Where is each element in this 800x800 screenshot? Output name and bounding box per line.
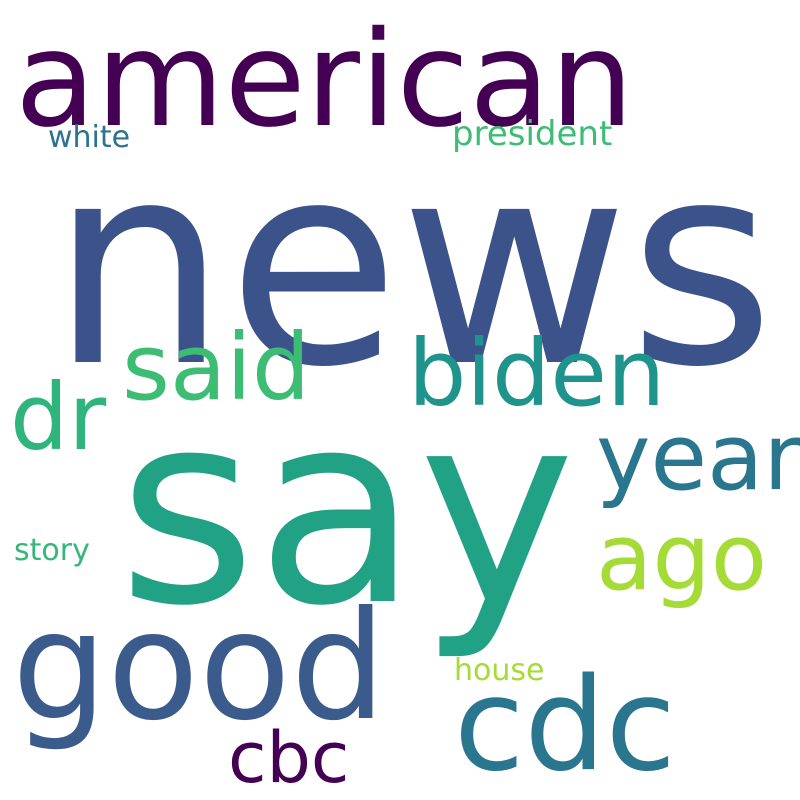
word-cdc: cdc bbox=[454, 651, 676, 800]
word-good: good bbox=[12, 580, 386, 754]
word-biden: biden bbox=[408, 320, 666, 427]
word-american: american bbox=[15, 3, 634, 157]
word-say: say bbox=[118, 356, 576, 664]
word-white: white bbox=[48, 120, 131, 155]
word-news: news bbox=[50, 103, 775, 429]
word-said: said bbox=[122, 314, 311, 421]
word-year: year bbox=[596, 404, 800, 511]
word-president: president bbox=[452, 114, 613, 154]
word-house: house bbox=[454, 653, 545, 688]
word-ago: ago bbox=[596, 504, 768, 611]
word-story: story bbox=[14, 533, 90, 568]
word-cbc: cbc bbox=[228, 717, 350, 799]
word-dr: dr bbox=[10, 364, 107, 471]
